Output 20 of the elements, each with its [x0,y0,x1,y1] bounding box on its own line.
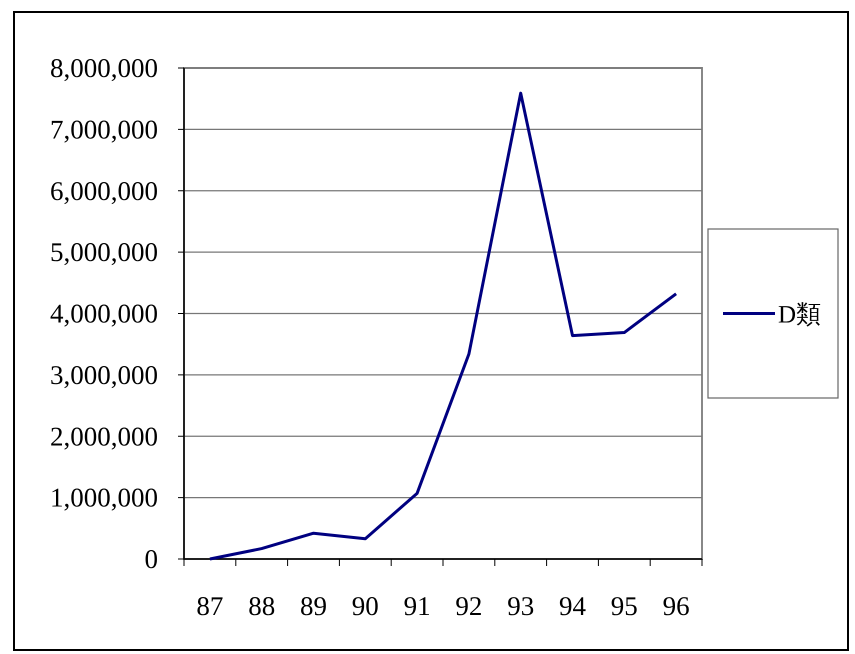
y-tick-label: 7,000,000 [50,114,158,144]
y-tick-label: 2,000,000 [50,421,158,452]
x-tick-label: 92 [455,591,482,621]
x-tick-label: 93 [507,591,534,621]
y-tick-label: 5,000,000 [50,237,158,268]
y-tick-label: 1,000,000 [50,482,158,513]
y-tick-label: 0 [144,544,158,574]
y-tick-label: 6,000,000 [50,176,158,206]
y-tick-label: 8,000,000 [50,53,158,83]
x-tick-label: 87 [196,591,224,621]
x-tick-label: 88 [248,591,276,621]
legend-label: D類 [778,302,822,328]
y-tick-label: 4,000,000 [50,298,158,328]
x-tick-label: 90 [352,591,379,621]
x-tick-label: 95 [610,591,638,621]
x-tick-label: 89 [300,591,327,621]
x-tick-label: 91 [404,591,431,621]
x-tick-label: 94 [559,591,586,621]
y-tick-label: 3,000,000 [50,360,158,390]
x-tick-label: 96 [662,591,690,621]
